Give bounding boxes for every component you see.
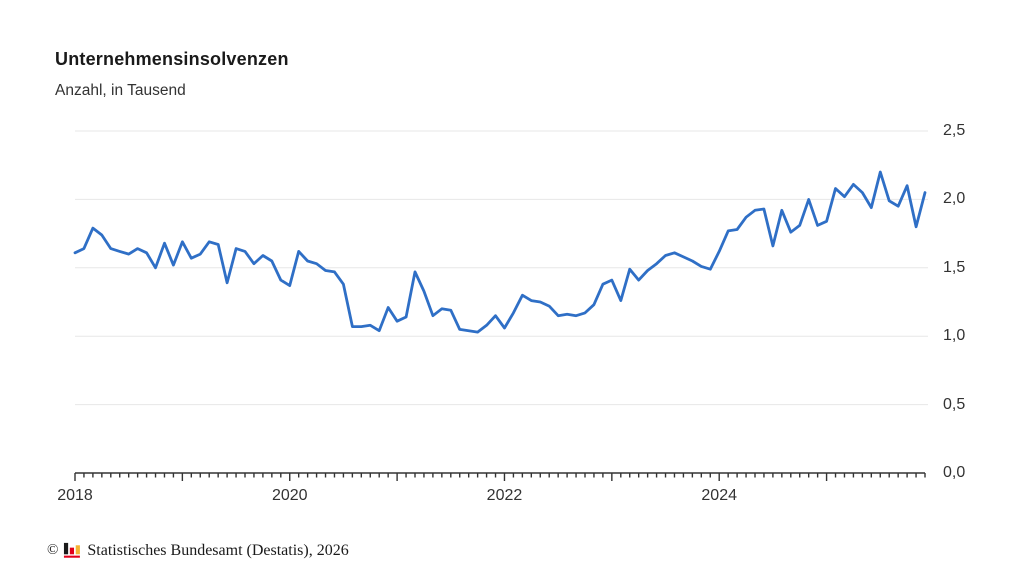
logo-bar-gold	[76, 545, 81, 555]
logo-bar-black	[64, 542, 69, 555]
source-text: Statistisches Bundesamt (Destatis), 2026	[87, 541, 349, 559]
destatis-logo-icon	[64, 542, 81, 558]
x-axis-year-label: 2018	[57, 487, 93, 504]
chart-subtitle: Anzahl, in Tausend	[55, 82, 186, 99]
copyright-footer: © Statistisches Bundesamt (Destatis), 20…	[47, 541, 349, 560]
x-axis-year-label: 2024	[701, 487, 737, 504]
copyright-symbol: ©	[47, 542, 59, 558]
x-axis-year-label: 2020	[271, 487, 308, 504]
y-axis-tick-label: 1,5	[943, 258, 966, 276]
y-axis-tick-label: 2,0	[943, 190, 966, 208]
y-axis-tick-label: 1,0	[943, 327, 966, 345]
y-axis-tick-label: 2,5	[943, 122, 966, 139]
x-axis-year-label: 2022	[486, 487, 523, 504]
insolvency-data-line	[73, 170, 927, 334]
logo-bar-red	[70, 547, 75, 555]
chart-title: Unternehmensinsolvenzen	[55, 49, 289, 69]
logo-baseline	[64, 555, 81, 558]
y-axis-tick-label: 0,5	[943, 395, 966, 413]
y-axis-tick-label: 0,0	[943, 464, 966, 481]
